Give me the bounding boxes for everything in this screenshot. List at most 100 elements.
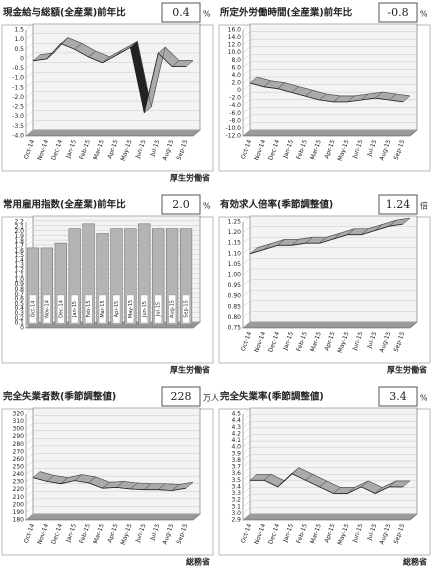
x-tick-label: Jan-15 bbox=[282, 331, 295, 352]
grid-line bbox=[242, 31, 417, 38]
latest-value: 1.24 bbox=[386, 198, 411, 211]
bar-label-box bbox=[182, 294, 190, 324]
y-tick-label: 4.3 bbox=[231, 424, 241, 431]
y-tick-label: 4.0 bbox=[231, 444, 241, 451]
latest-unit: % bbox=[420, 394, 428, 403]
x-tick-label: Aug-15 bbox=[378, 523, 392, 546]
y-tick-label: 3.9 bbox=[231, 450, 241, 457]
grid-line bbox=[242, 226, 417, 233]
bar bbox=[138, 223, 151, 326]
y-tick-label: 0.2 bbox=[14, 315, 24, 322]
latest-box bbox=[378, 194, 418, 215]
bar-label-box bbox=[71, 294, 79, 324]
x-tick-label: Aug-15 bbox=[161, 523, 175, 546]
grid-line bbox=[242, 300, 417, 307]
bar-label-box bbox=[140, 294, 148, 324]
y-tick-label: 3.5 bbox=[231, 477, 241, 484]
grid-line bbox=[25, 475, 200, 483]
y-tick-label: 0 bbox=[237, 87, 241, 94]
y-tick-label: 3.4 bbox=[231, 483, 241, 490]
y-tick-label: 14.0 bbox=[228, 34, 242, 41]
y-tick-label: -1.5 bbox=[12, 84, 24, 91]
grid-line bbox=[242, 54, 417, 61]
grid-line bbox=[242, 434, 417, 441]
x-tick-label: Apr-15 bbox=[323, 139, 336, 160]
x-tick-label: Oct-14 bbox=[240, 331, 254, 353]
x-tick-label: May-15 bbox=[337, 331, 351, 354]
source: 厚生労働省 bbox=[387, 365, 427, 375]
x-tick-label: Apr-15 bbox=[106, 523, 119, 544]
x-tick-label: Dec-14 bbox=[50, 523, 64, 546]
x-tick-label: Feb-15 bbox=[78, 523, 92, 545]
source: 厚生労働省 bbox=[170, 365, 210, 375]
latest-value: 228 bbox=[171, 390, 192, 403]
y-tick-label: 0.1 bbox=[14, 320, 24, 327]
bar bbox=[124, 228, 137, 326]
x-tick-label: Mar-15 bbox=[309, 523, 323, 545]
source: 厚生労働省 bbox=[170, 173, 210, 183]
x-tick-label: Aug-15 bbox=[378, 331, 392, 354]
grid-line bbox=[242, 493, 417, 501]
line bbox=[250, 473, 403, 494]
y-tick-label: 0.6 bbox=[14, 296, 24, 303]
grid-line bbox=[25, 43, 200, 50]
grid-line bbox=[242, 407, 417, 415]
plot-floor bbox=[242, 321, 418, 329]
grid-line bbox=[25, 415, 200, 422]
chart-panel: 完全失業者数(季節調整値) 228 万人総務省3203103002902802702… bbox=[1, 386, 219, 567]
plot-floor bbox=[242, 129, 418, 137]
x-tick-label: May-15 bbox=[128, 300, 134, 318]
y-tick-label: 1.5 bbox=[14, 27, 24, 34]
x-tick-label: Sep-15 bbox=[184, 300, 190, 318]
grid-line bbox=[25, 407, 200, 415]
y-tick-label: 1.1 bbox=[14, 272, 24, 279]
y-tick-label: 0 bbox=[20, 55, 24, 62]
grid-line bbox=[242, 84, 417, 91]
grid-line bbox=[25, 498, 200, 506]
bar bbox=[152, 228, 165, 326]
grid-line bbox=[25, 460, 200, 468]
x-tick-label: Feb-15 bbox=[295, 523, 309, 545]
grid-line bbox=[25, 52, 200, 60]
y-tick-label: 0.85 bbox=[228, 303, 242, 310]
grid-line bbox=[25, 445, 200, 453]
y-tick-label: 3.0 bbox=[231, 510, 241, 517]
x-tick-label: Jun-15 bbox=[351, 139, 365, 161]
latest-box bbox=[161, 194, 201, 215]
y-tick-label: 0.7 bbox=[14, 291, 24, 298]
latest-box bbox=[378, 386, 418, 407]
grid-line bbox=[242, 480, 417, 488]
y-tick-label: 1.05 bbox=[228, 261, 242, 268]
latest-unit: % bbox=[203, 10, 211, 19]
y-tick-label: 190 bbox=[13, 509, 25, 516]
line-back bbox=[256, 76, 411, 97]
grid-line bbox=[25, 468, 200, 475]
y-tick-label: 2.0 bbox=[231, 80, 241, 87]
grid-line bbox=[242, 414, 417, 421]
grid-line bbox=[25, 506, 200, 513]
x-tick-label: Feb-15 bbox=[86, 300, 92, 317]
grid-line bbox=[25, 62, 200, 69]
x-tick-label: Sep-15 bbox=[176, 139, 190, 161]
grid-line bbox=[25, 513, 200, 521]
y-tick-label: -0.5 bbox=[12, 65, 24, 72]
x-tick-label: Apr-15 bbox=[323, 523, 336, 544]
bar bbox=[110, 228, 123, 326]
line-back bbox=[39, 471, 194, 485]
y-tick-label: -2.0 bbox=[229, 95, 241, 102]
grid-line bbox=[242, 279, 417, 286]
grid-line bbox=[242, 513, 417, 521]
bar-label-box bbox=[43, 294, 51, 324]
y-tick-label: 310 bbox=[13, 418, 25, 425]
y-tick-label: 0.5 bbox=[14, 46, 24, 53]
y-tick-label: 3.8 bbox=[231, 457, 241, 464]
y-tick-label: 3.3 bbox=[231, 490, 241, 497]
x-tick-label: Jul-15 bbox=[149, 523, 162, 543]
bar-label-box bbox=[168, 294, 176, 324]
plot-floor bbox=[25, 513, 201, 521]
grid-line bbox=[242, 38, 417, 46]
y-tick-label: 4.4 bbox=[231, 417, 241, 424]
x-tick-label: Jul-15 bbox=[156, 302, 162, 317]
grid-line bbox=[242, 236, 417, 244]
